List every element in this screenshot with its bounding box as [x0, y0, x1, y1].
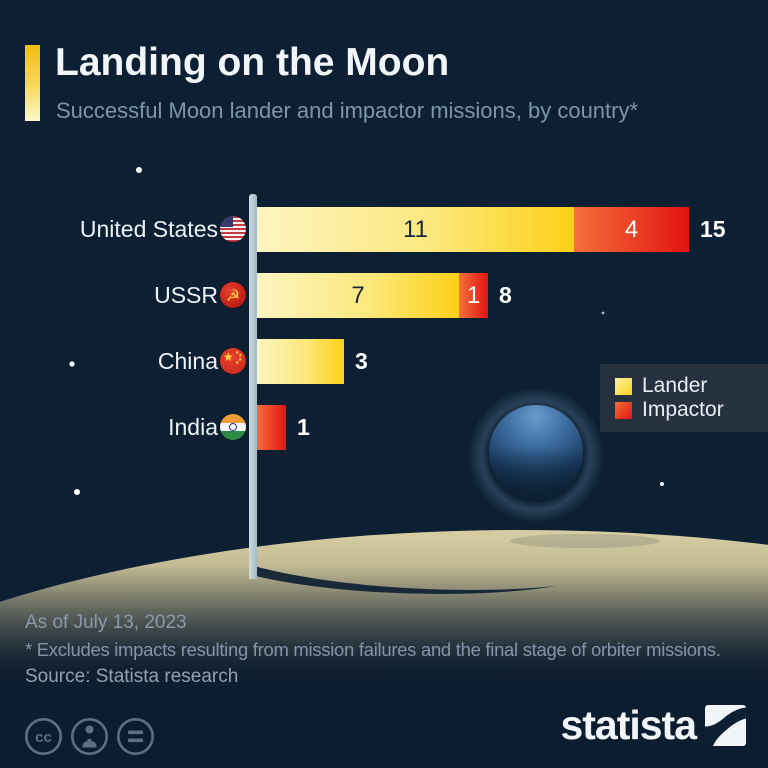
cc-icon[interactable]: cc	[24, 717, 63, 756]
country-label: United States	[79, 216, 218, 242]
license-bar: cc	[24, 717, 155, 756]
page-subtitle: Successful Moon lander and impactor miss…	[56, 98, 639, 123]
impactor-swatch-icon	[615, 401, 632, 419]
lander-bar-segment	[257, 339, 344, 384]
legend-label: Lander	[642, 374, 708, 397]
equal-icon[interactable]	[116, 717, 155, 756]
statista-wordmark: statista	[560, 702, 697, 748]
total-value: 8	[499, 282, 512, 308]
chart-axis-pole	[249, 194, 257, 579]
chart-legend: Lander Impactor	[600, 364, 768, 432]
footnote: * Excludes impacts resulting from missio…	[25, 639, 721, 660]
statista-s-icon	[705, 705, 746, 746]
chart-row: USSR ☭ 7 1 8	[0, 273, 768, 318]
country-label: China	[157, 348, 218, 374]
moon-shading	[510, 534, 660, 548]
impactor-bar-segment: 1	[459, 273, 488, 318]
page-title: Landing on the Moon	[55, 41, 450, 84]
total-value: 3	[355, 348, 368, 374]
lander-bar-segment: 7	[257, 273, 459, 318]
bottom-fade	[0, 565, 768, 768]
svg-text:cc: cc	[35, 729, 52, 746]
statista-logo[interactable]: statista	[560, 705, 746, 746]
title-accent-bar	[25, 45, 40, 121]
chart-row: China ★ ★ ★ ★ ★ 3	[0, 339, 768, 384]
chart-row: United States 11 4 15	[0, 207, 768, 252]
stars	[69, 167, 664, 495]
total-value: 15	[700, 216, 726, 242]
legend-label: Impactor	[642, 398, 724, 421]
impactor-bar-segment	[257, 405, 286, 450]
lander-swatch-icon	[615, 377, 632, 395]
total-value: 1	[297, 414, 310, 440]
legend-item-lander: Lander	[615, 374, 768, 398]
as-of-date: As of July 13, 2023	[25, 612, 187, 633]
impactor-bar-segment: 4	[574, 207, 689, 252]
country-label: USSR	[154, 282, 218, 308]
china-flag: ★ ★ ★ ★ ★	[220, 348, 246, 374]
ussr-flag: ☭	[220, 282, 246, 308]
chart-row: India 1	[0, 405, 768, 450]
us-flag	[220, 216, 246, 242]
country-label: India	[168, 414, 218, 440]
lander-bar-segment: 11	[257, 207, 574, 252]
earth-icon	[489, 405, 583, 499]
india-flag	[220, 414, 246, 440]
legend-item-impactor: Impactor	[615, 398, 768, 422]
source-line: Source: Statista research	[25, 666, 239, 687]
attribution-icon[interactable]	[70, 717, 109, 756]
